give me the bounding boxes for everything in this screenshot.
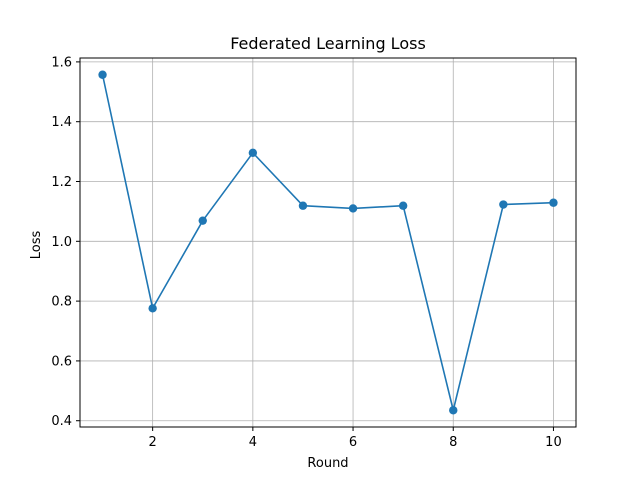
x-axis-label: Round: [307, 456, 348, 471]
x-tick-label: 4: [249, 435, 257, 450]
data-point: [398, 201, 408, 210]
x-tick-label: 8: [449, 435, 457, 450]
chart-title: Federated Learning Loss: [230, 34, 426, 53]
y-tick-label: 0.4: [51, 414, 72, 429]
data-point: [298, 201, 308, 210]
data-point: [198, 216, 207, 225]
series-line: [101, 74, 554, 412]
data-point: [98, 70, 107, 79]
y-axis-label: Loss: [29, 231, 44, 260]
y-tick-label: 1.6: [51, 55, 72, 70]
axes: 2 4 6 8 10 0.4 0.6 0.8 1.0 1.2 1.4 1.6: [51, 55, 577, 450]
x-tick-label: 6: [349, 435, 357, 450]
x-tick-label: 2: [149, 435, 157, 450]
data-point: [148, 304, 157, 313]
data-point: [449, 406, 458, 415]
series: [98, 70, 558, 415]
data-point: [348, 204, 358, 213]
y-tick-label: 0.6: [51, 354, 72, 369]
x-tick-label: 10: [545, 435, 562, 450]
plot-frame: [79, 57, 577, 428]
y-tick-label: 1.4: [51, 115, 72, 130]
data-point: [248, 148, 258, 157]
y-tick-label: 0.8: [51, 295, 72, 310]
y-tick-label: 1.2: [51, 175, 72, 190]
y-tick-label: 1.0: [51, 235, 72, 250]
grid: [80, 58, 576, 427]
data-point: [549, 198, 558, 207]
data-point: [499, 200, 508, 209]
